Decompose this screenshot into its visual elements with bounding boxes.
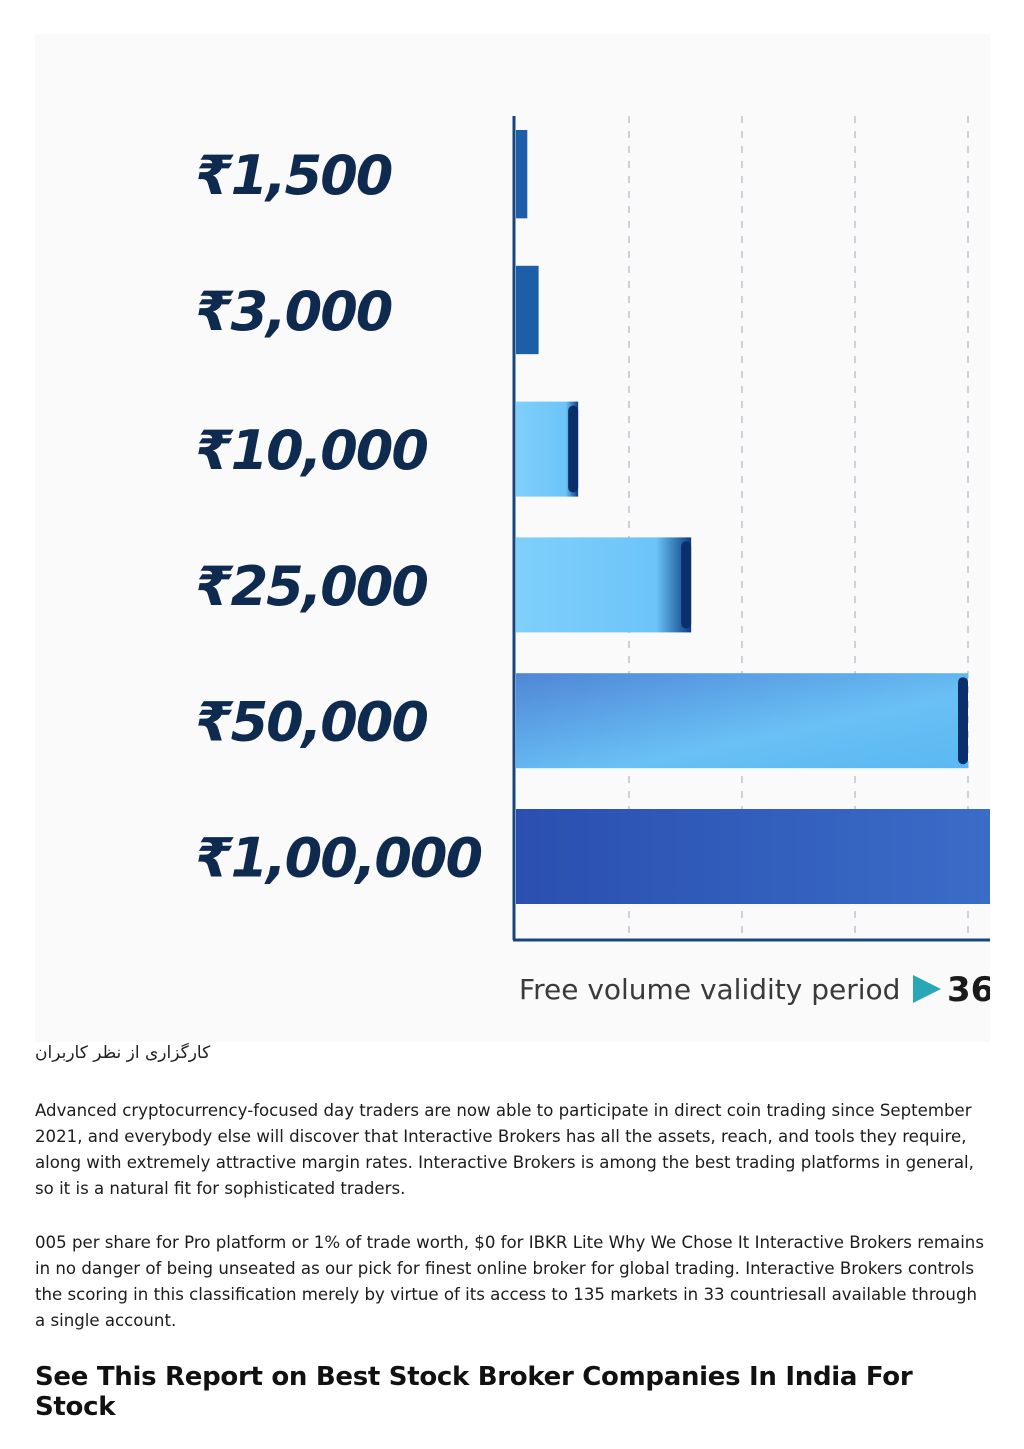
bar-5 (516, 673, 968, 769)
category-label: ₹10,000 (195, 419, 427, 482)
paragraph-2: 005 per share for Pro platform or 1% of … (35, 1233, 984, 1330)
category-label: ₹50,000 (195, 691, 427, 754)
bar-1 (516, 130, 528, 219)
bar-6 (516, 809, 990, 904)
category-label: ₹1,00,000 (195, 827, 481, 890)
bar-end-cap (958, 677, 968, 765)
x-axis-label: Free volume validity period (519, 973, 900, 1006)
bar-2 (516, 265, 539, 355)
bar-chart: ₹1,500 ₹3,000 ₹10,000 ₹25,000 ₹50,000 ₹1,00,0… (195, 116, 990, 1010)
figure-caption: کارگزاری از نظر کاربران (35, 1043, 211, 1063)
section-heading: See This Report on Best Stock Broker Com… (35, 1362, 913, 1422)
bar-3 (516, 401, 579, 497)
paragraph-1: Advanced cryptocurrency-focused day trad… (35, 1101, 974, 1198)
bar-end-cap (568, 405, 579, 493)
category-label: ₹1,500 (195, 144, 392, 207)
x-axis-label-suffix: 36 (947, 970, 990, 1010)
bar-4 (516, 537, 692, 633)
category-label: ₹3,000 (195, 280, 392, 343)
bar-end-cap (681, 541, 692, 629)
category-label: ₹25,000 (195, 555, 427, 618)
play-triangle-icon (913, 975, 941, 1003)
article-figure: ₹1,500 ₹3,000 ₹10,000 ₹25,000 ₹50,000 ₹1,00,0… (35, 34, 990, 1042)
